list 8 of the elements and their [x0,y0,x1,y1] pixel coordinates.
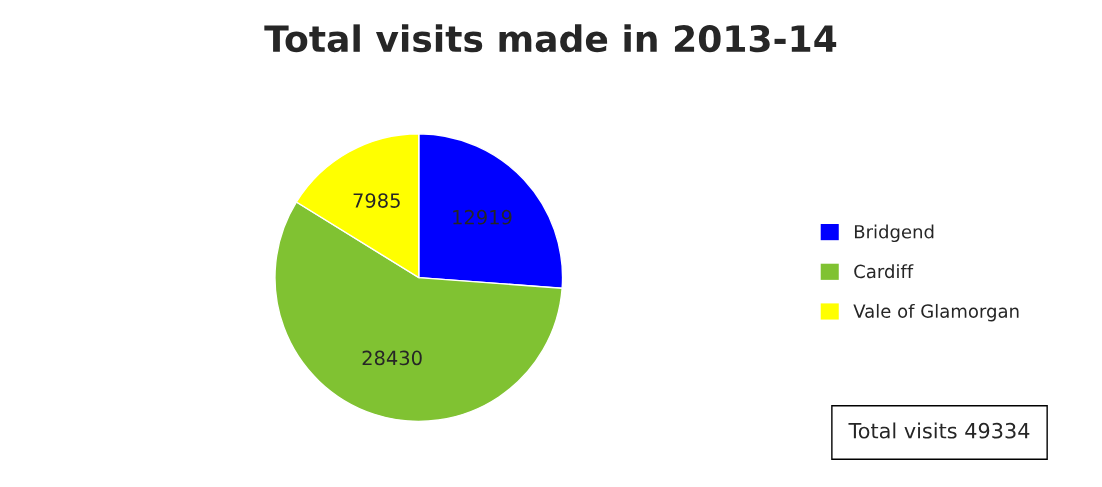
legend-label: Cardiff [854,264,914,279]
legend-label: Vale of Glamorgan [853,303,1019,322]
legend-label: Bridgend [854,224,934,243]
data-label: 12919 [453,209,512,225]
chart-title: Total visits made in 2013-14 [264,24,837,53]
data-label: 7985 [353,193,400,208]
data-label: 28430 [362,350,422,366]
text: Total visits 49334 [848,422,1030,439]
